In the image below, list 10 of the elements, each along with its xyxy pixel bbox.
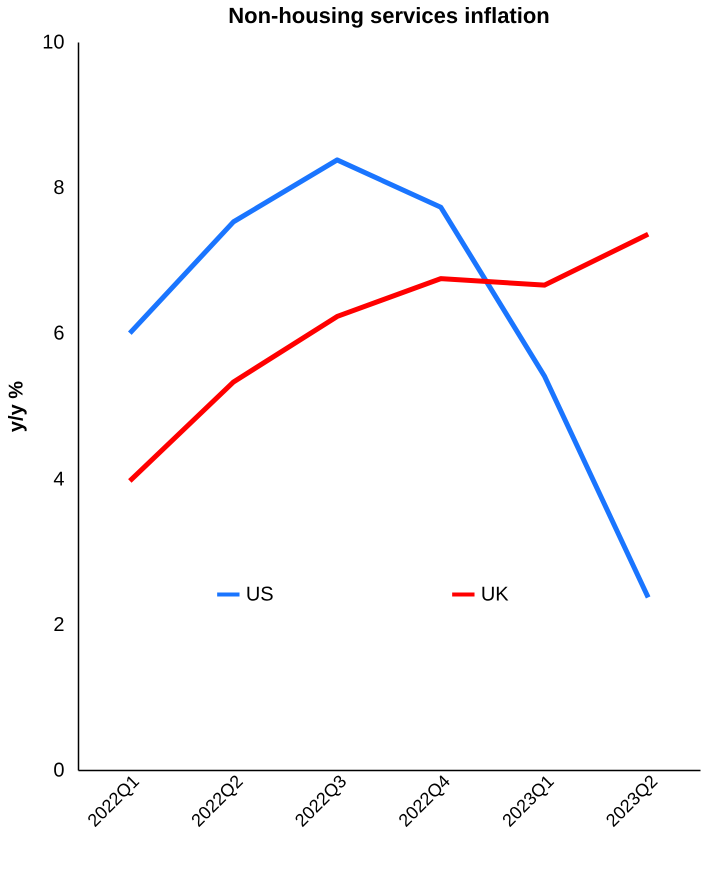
legend-label: US [246,583,274,606]
y-tick-label: 2 [53,614,64,636]
y-tick-label: 6 [53,322,64,345]
legend-label: UK [480,583,510,606]
y-tick-label: 4 [53,468,64,490]
y-tick-label: 0 [53,760,64,782]
chart-title: Non-housing services inflation [228,3,550,28]
y-tick-label: 10 [42,32,64,54]
y-axis-title: y/y % [5,380,28,432]
y-tick-label: 8 [53,177,64,200]
